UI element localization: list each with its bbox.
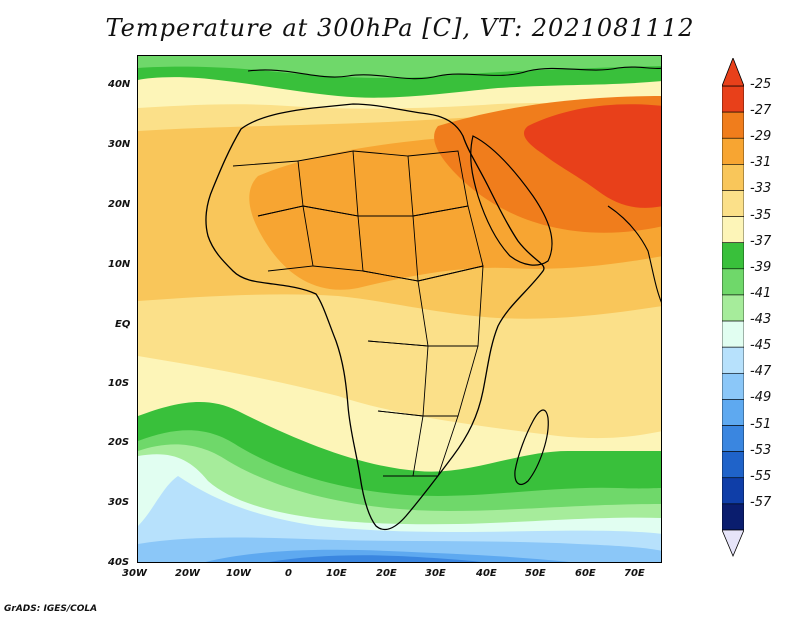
colorbar-cell — [722, 399, 744, 426]
colorbar-label: -47 — [750, 364, 772, 380]
country-borders — [232, 150, 484, 477]
lon-label-70e: 70E — [624, 568, 645, 579]
colorbar-top-arrow — [722, 58, 744, 87]
colorbar-label: -35 — [750, 207, 772, 223]
colorbar-cell — [722, 85, 744, 113]
europe-coastline — [247, 66, 661, 80]
lon-label-20e: 20E — [376, 568, 397, 579]
colorbar-label: -53 — [750, 442, 772, 458]
colorbar-bottom-arrow — [722, 529, 744, 558]
colorbar-cell — [722, 190, 744, 217]
map-title: Temperature at 300hPa [C], VT: 202108111… — [105, 14, 695, 42]
colorbar-cell — [722, 320, 744, 348]
madagascar-coastline — [514, 409, 549, 485]
colorbar-cell — [722, 242, 744, 270]
map-canvas — [138, 56, 661, 562]
field-25 — [524, 104, 661, 208]
colorbar-cell — [722, 477, 744, 505]
lat-label-30n: 30N — [108, 139, 131, 150]
colorbar-label: -37 — [750, 233, 772, 249]
colorbar-label: -45 — [750, 338, 772, 354]
lon-label-30e: 30E — [425, 568, 446, 579]
colorbar-label: -29 — [750, 129, 772, 145]
lon-label-30w: 30W — [122, 568, 147, 579]
colorbar-label: -49 — [750, 390, 772, 406]
colorbar-cell — [722, 294, 744, 322]
colorbar-cell — [722, 503, 744, 531]
grads-credit: GrADS: IGES/COLA — [4, 604, 98, 614]
africa-coastline — [205, 103, 545, 531]
lat-label-40n: 40N — [108, 79, 131, 90]
lat-label-20n: 20N — [108, 199, 131, 210]
colorbar-label: -41 — [750, 285, 772, 301]
india-coastline — [607, 205, 661, 303]
colorbar-label: -55 — [750, 468, 772, 484]
field-51-band — [269, 555, 482, 562]
lat-label-eq: EQ — [115, 319, 131, 330]
colorbar-label: -25 — [750, 77, 772, 92]
colorbar-label: -51 — [750, 416, 772, 432]
lat-label-40s: 40S — [108, 557, 130, 568]
lon-label-10w: 10W — [226, 568, 251, 579]
colorbar-cells — [722, 85, 744, 531]
lat-label-20s: 20S — [108, 437, 130, 448]
colorbar — [722, 58, 744, 558]
lat-label-10n: 10N — [108, 259, 131, 270]
colorbar-cell — [722, 137, 744, 165]
lon-label-0: 0 — [285, 568, 292, 579]
lat-label-10s: 10S — [108, 378, 130, 389]
lon-label-40e: 40E — [476, 568, 497, 579]
colorbar-label: -39 — [750, 259, 772, 275]
colorbar-cell — [722, 111, 744, 139]
lon-label-20w: 20W — [175, 568, 200, 579]
colorbar-cell — [722, 372, 744, 400]
colorbar-cell — [722, 164, 744, 191]
colorbar-cell — [722, 346, 744, 374]
colorbar-label: -33 — [750, 181, 772, 197]
colorbar-cell — [722, 451, 744, 479]
colorbar-label: -57 — [750, 494, 772, 510]
colorbar-label: -43 — [750, 312, 772, 328]
lat-label-30s: 30S — [108, 497, 130, 508]
lon-label-60e: 60E — [575, 568, 596, 579]
colorbar-label: -27 — [750, 103, 772, 119]
colorbar-label: -31 — [750, 155, 772, 171]
temperature-map — [137, 55, 662, 563]
lon-label-10e: 10E — [326, 568, 347, 579]
colorbar-cell — [722, 216, 744, 244]
colorbar-cell — [722, 268, 744, 296]
lon-label-50e: 50E — [525, 568, 546, 579]
field-39-north — [138, 56, 661, 79]
colorbar-cell — [722, 425, 744, 452]
arabia-coastline — [470, 135, 553, 266]
